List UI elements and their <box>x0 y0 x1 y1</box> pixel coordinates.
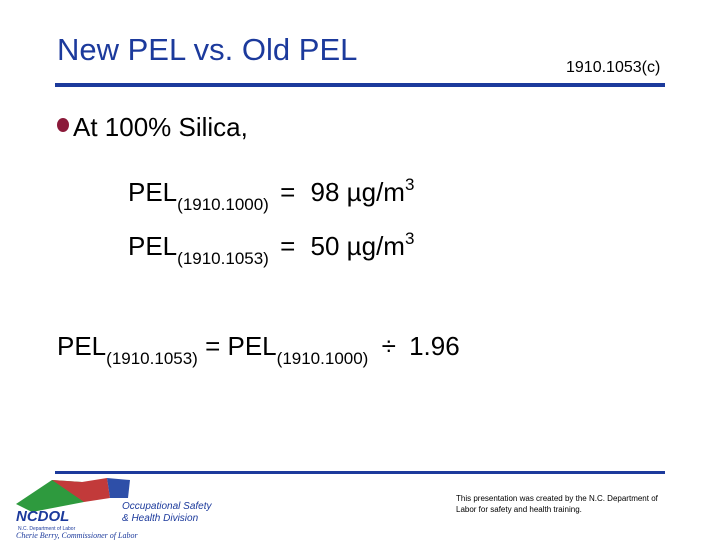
bullet-marker <box>57 118 69 132</box>
division: Occupational Safety <box>122 501 212 512</box>
footer-rule <box>55 471 665 474</box>
operator: ÷ <box>381 331 396 361</box>
logo: NCDOL N.C. Department of Labor Occupatio… <box>16 478 212 540</box>
bullet-text: At 100% Silica, <box>73 112 248 142</box>
subscript: (1910.1053) <box>106 349 198 368</box>
logo-caption: N.C. Department of Labor <box>18 526 76 532</box>
subscript: (1910.1053) <box>177 249 269 268</box>
superscript: 3 <box>404 175 415 194</box>
formula: PEL(1910.1053) = PEL(1910.1000) ÷ 1.96 <box>57 331 460 369</box>
superscript: 3 <box>404 229 415 248</box>
subscript: (1910.1000) <box>276 349 369 368</box>
lhs: PEL <box>57 331 107 361</box>
equals: = <box>280 177 296 207</box>
subscript: (1910.1000) <box>177 195 269 214</box>
commissioner: Cherie Berry, Commissioner of Labor <box>16 531 138 540</box>
equation: PEL(1910.1053) = 50 µg/m3 <box>128 229 414 269</box>
term: PEL <box>128 231 178 261</box>
equals: = <box>280 231 296 261</box>
logo-text: NCDOL <box>16 508 69 525</box>
term: PEL <box>128 177 178 207</box>
title: New PEL vs. Old PEL <box>57 32 358 67</box>
reference: 1910.1053(c) <box>566 59 661 76</box>
header-rule <box>55 83 665 87</box>
division: & Health Division <box>122 513 199 524</box>
equation: PEL(1910.1000) = 98 µg/m3 <box>128 175 414 215</box>
logo-shape <box>107 478 130 498</box>
divisor: 1.96 <box>409 331 460 361</box>
equals: = <box>205 331 221 361</box>
logo-shape <box>52 478 110 502</box>
value: 98 µg/m <box>310 177 405 207</box>
rhs: PEL <box>227 331 277 361</box>
value: 50 µg/m <box>310 231 405 261</box>
disclaimer: This presentation was created by the N.C… <box>456 494 658 514</box>
